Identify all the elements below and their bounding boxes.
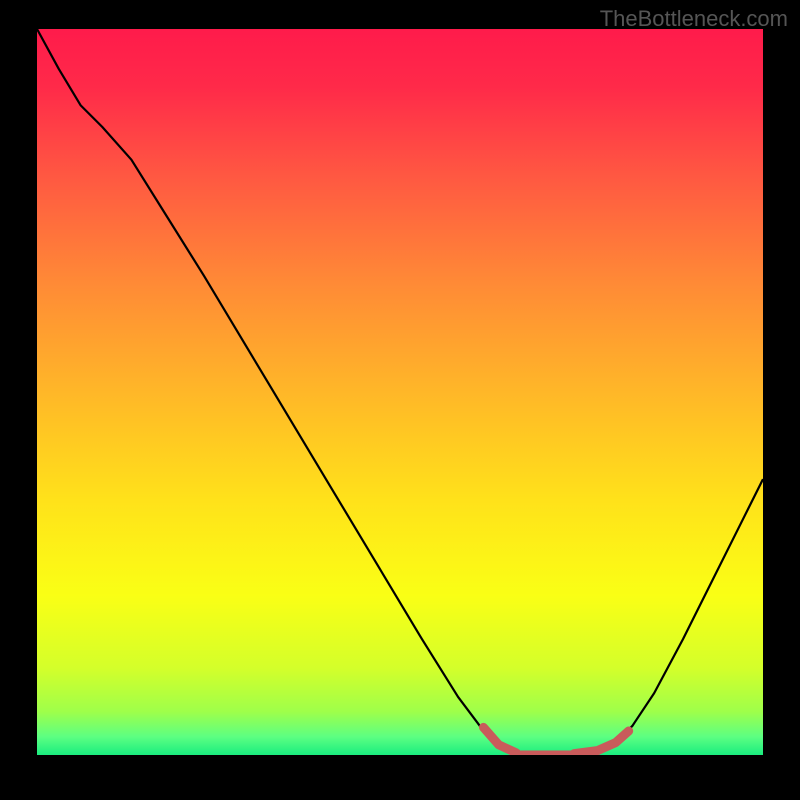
gradient-background [37, 29, 763, 755]
chart-canvas: TheBottleneck.com [0, 0, 800, 800]
plot-area [37, 29, 763, 755]
plot-svg [37, 29, 763, 755]
